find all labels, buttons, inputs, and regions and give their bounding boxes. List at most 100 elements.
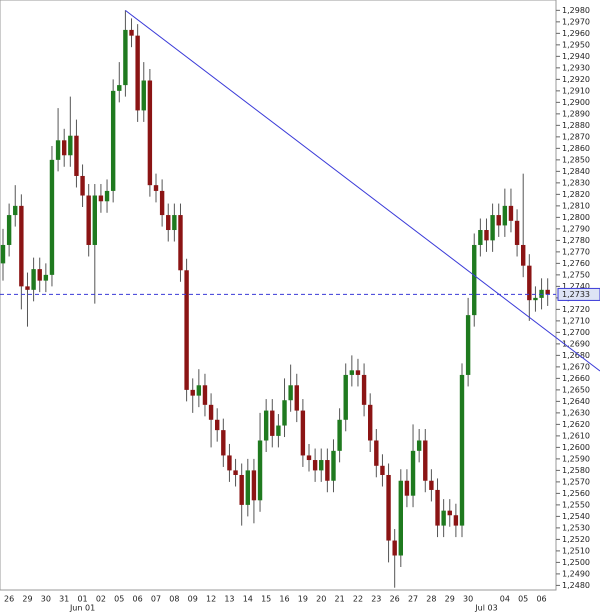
y-tick-label: 1,2610 bbox=[562, 431, 590, 440]
candle-body bbox=[117, 85, 122, 91]
x-tick-label: 30 bbox=[463, 595, 473, 604]
y-tick-label: 1,2810 bbox=[562, 201, 590, 210]
candle-body bbox=[227, 455, 232, 471]
x-tick-label: 06 bbox=[133, 595, 143, 604]
candle-body bbox=[282, 400, 287, 426]
y-tick-label: 1,2480 bbox=[562, 581, 590, 590]
candle-body bbox=[429, 480, 434, 490]
y-tick-label: 1,2970 bbox=[562, 17, 590, 26]
x-tick-label: 28 bbox=[426, 595, 436, 604]
candle-body bbox=[172, 215, 177, 231]
candle-body bbox=[306, 455, 312, 461]
y-tick-label: 1,2500 bbox=[562, 558, 590, 567]
candle-body bbox=[331, 450, 336, 481]
candle-body bbox=[86, 195, 91, 245]
x-tick-label: 26 bbox=[4, 595, 14, 604]
y-tick-label: 1,2570 bbox=[562, 477, 590, 486]
y-tick-label: 1,2550 bbox=[562, 500, 590, 509]
x-tick-label: 09 bbox=[188, 595, 198, 604]
candle-body bbox=[31, 269, 36, 290]
x-tick-label: 22 bbox=[353, 595, 363, 604]
candle-body bbox=[55, 140, 61, 160]
y-tick-label: 1,2880 bbox=[562, 121, 590, 130]
candle-body bbox=[294, 385, 299, 411]
candle-body bbox=[153, 185, 159, 191]
candle-body bbox=[355, 370, 361, 375]
candle-body bbox=[43, 274, 49, 281]
x-tick-label: 19 bbox=[298, 595, 308, 604]
candle-body bbox=[490, 215, 495, 241]
candle-body bbox=[478, 230, 483, 245]
candle-body bbox=[435, 489, 440, 526]
y-tick-label: 1,2800 bbox=[562, 213, 590, 222]
candle-body bbox=[423, 440, 428, 481]
candle-body bbox=[245, 470, 250, 505]
y-tick-label: 1,2770 bbox=[562, 247, 590, 256]
y-tick-label: 1,2630 bbox=[562, 408, 590, 417]
candle-body bbox=[123, 29, 128, 86]
candle-body bbox=[416, 440, 422, 451]
y-tick-label: 1,2950 bbox=[562, 40, 590, 49]
candle-body bbox=[251, 470, 257, 501]
x-tick-label: 05 bbox=[114, 595, 124, 604]
candle-body bbox=[6, 215, 12, 245]
candle-body bbox=[196, 385, 202, 396]
candle-body bbox=[368, 404, 373, 441]
candle-body bbox=[325, 460, 330, 481]
candle-body bbox=[349, 370, 355, 375]
candle-body bbox=[221, 430, 226, 456]
candle-body bbox=[37, 269, 42, 281]
candle-body bbox=[178, 215, 183, 271]
candle-body bbox=[0, 244, 6, 264]
x-tick-label: 21 bbox=[335, 595, 345, 604]
candle-body bbox=[410, 450, 416, 496]
candle-body bbox=[398, 480, 403, 556]
x-tick-label: 01 bbox=[77, 595, 87, 604]
candle-body bbox=[361, 374, 367, 405]
x-tick-label: 04 bbox=[500, 595, 510, 604]
candle-body bbox=[392, 540, 397, 556]
y-tick-label: 1,2790 bbox=[562, 224, 590, 233]
candle-body bbox=[110, 90, 116, 191]
candle-body bbox=[159, 190, 165, 216]
x-tick-label: 16 bbox=[279, 595, 289, 604]
y-tick-label: 1,2660 bbox=[562, 374, 590, 383]
candle-body bbox=[13, 205, 18, 216]
y-tick-label: 1,2700 bbox=[562, 328, 590, 337]
candle-body bbox=[533, 297, 538, 301]
candle-body bbox=[263, 410, 269, 441]
y-tick-label: 1,2510 bbox=[562, 546, 590, 555]
candle-body bbox=[312, 460, 318, 471]
y-tick-label: 1,2890 bbox=[562, 109, 590, 118]
x-tick-label: 08 bbox=[169, 595, 179, 604]
y-tick-label: 1,2980 bbox=[562, 6, 590, 15]
y-tick-label: 1,2780 bbox=[562, 236, 590, 245]
x-tick-label: 30 bbox=[41, 595, 51, 604]
x-tick-label: 06 bbox=[536, 595, 546, 604]
candle-body bbox=[80, 175, 85, 196]
y-tick-label: 1,2750 bbox=[562, 270, 590, 279]
x-tick-label: 29 bbox=[22, 595, 32, 604]
y-tick-label: 1,2520 bbox=[562, 535, 590, 544]
y-tick-label: 1,2580 bbox=[562, 466, 590, 475]
candle-body bbox=[129, 29, 134, 36]
candle-body bbox=[539, 289, 544, 298]
candle-body bbox=[319, 460, 324, 471]
candle-body bbox=[215, 419, 220, 431]
candle-body bbox=[374, 440, 379, 466]
candle-body bbox=[19, 205, 24, 287]
y-tick-label: 1,2870 bbox=[562, 132, 590, 141]
y-tick-label: 1,2920 bbox=[562, 75, 590, 84]
candle-body bbox=[239, 474, 244, 505]
y-tick-label: 1,2640 bbox=[562, 397, 590, 406]
candle-body bbox=[343, 374, 348, 420]
x-tick-label: 05 bbox=[518, 595, 528, 604]
candle-body bbox=[98, 195, 104, 202]
candle-body bbox=[270, 410, 275, 436]
candle-body bbox=[459, 374, 465, 526]
x-tick-label: 29 bbox=[445, 595, 455, 604]
y-tick-label: 1,2960 bbox=[562, 29, 590, 38]
candle-body bbox=[300, 410, 306, 456]
candle-body bbox=[465, 315, 471, 375]
x-tick-label: 20 bbox=[316, 595, 326, 604]
